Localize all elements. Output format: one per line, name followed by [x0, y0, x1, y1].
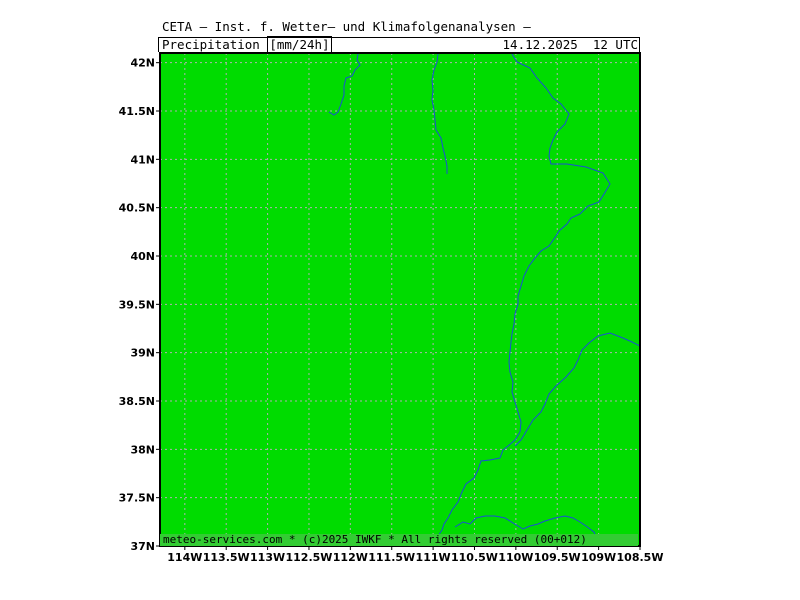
- lat-tick-label-0: 42N: [130, 57, 155, 70]
- lon-tick-label-0: 114W: [167, 551, 202, 564]
- river-south: [454, 515, 601, 547]
- map-frame: [159, 52, 641, 547]
- lon-tick-label-5: 111.5W: [368, 551, 415, 564]
- lon-tick-label-3: 112.5W: [285, 551, 332, 564]
- footer-credit: meteo-services.com * (c)2025 IWKF * All …: [163, 533, 587, 546]
- parameter-name: Precipitation: [162, 37, 268, 52]
- lon-tick-label-2: 113W: [250, 551, 285, 564]
- lon-tick-label-8: 110W: [498, 551, 533, 564]
- lon-tick-label-6: 111W: [416, 551, 451, 564]
- lat-tick-label-1: 41.5N: [119, 105, 155, 118]
- header-bar: [158, 37, 640, 52]
- lat-tick-label-3: 40.5N: [119, 202, 155, 215]
- lon-tick-label-7: 110.5W: [451, 551, 498, 564]
- parameter-label: Precipitation [mm/24h]: [162, 36, 332, 52]
- longitude-axis: 114W 113.5W 113W 112.5W 112W 111.5W 111W 110.5W…: [167, 546, 663, 564]
- lat-tick-label-2: 41N: [130, 153, 155, 166]
- river-north-2: [431, 53, 448, 174]
- lon-tick-label-10: 109W: [581, 551, 616, 564]
- river-north-1: [328, 53, 361, 116]
- lat-tick-label-5: 39.5N: [119, 298, 155, 311]
- lon-tick-label-9: 109.5W: [534, 551, 581, 564]
- lat-tick-label-7: 38.5N: [119, 395, 155, 408]
- lon-tick-label-11: 108.5W: [617, 551, 664, 564]
- lon-tick-label-1: 113.5W: [203, 551, 250, 564]
- grid-lines: [160, 53, 640, 546]
- latitude-axis: 42N 41.5N 41N 40.5N 40N 39.5N 39N 38.5N 38N 37.5N…: [119, 57, 160, 553]
- state-border-east: [431, 53, 611, 547]
- footer-bar: [160, 534, 638, 546]
- lat-tick-label-8: 38N: [130, 443, 155, 456]
- lon-tick-label-4: 112W: [333, 551, 368, 564]
- chart-title: CETA — Inst. f. Wetter— und Klimafolgena…: [162, 19, 531, 34]
- parameter-unit: [mm/24h]: [267, 36, 332, 52]
- map-area: [160, 53, 640, 546]
- lat-tick-label-6: 39N: [130, 347, 155, 360]
- state-borders: [328, 53, 641, 547]
- river-east: [514, 332, 641, 447]
- lat-tick-label-4: 40N: [130, 250, 155, 263]
- lat-tick-label-10: 37N: [130, 540, 155, 553]
- lat-tick-label-9: 37.5N: [119, 492, 155, 505]
- valid-datetime: 14.12.2025 12 UTC: [502, 37, 638, 52]
